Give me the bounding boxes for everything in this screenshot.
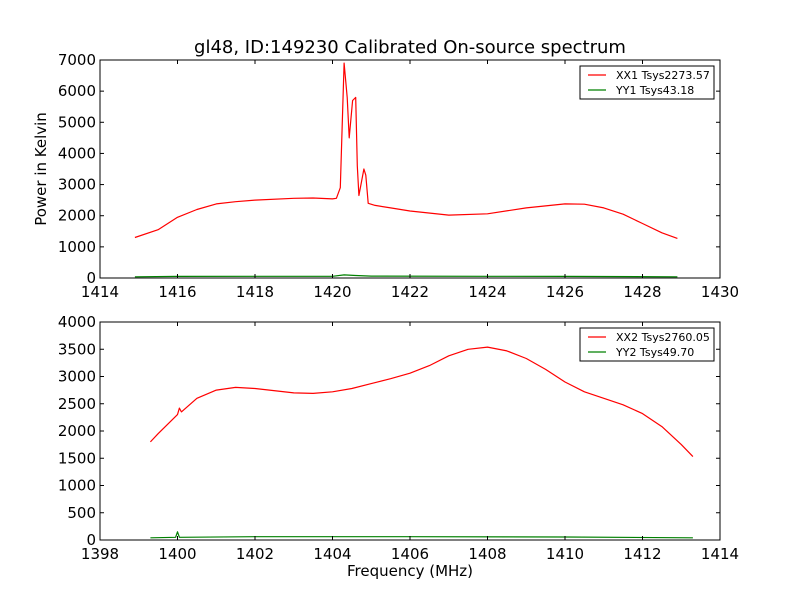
y-tick-label: 3000	[58, 368, 96, 386]
x-tick-label: 1400	[158, 545, 196, 563]
x-tick-label: 1420	[313, 283, 351, 301]
y-tick-label: 6000	[58, 82, 96, 100]
subplot-2: 1398 1400 1402 1404 1406 1408 1410 1412 1414 0 500…	[58, 313, 739, 580]
x-tick-label: 1416	[158, 283, 196, 301]
y-tick-label: 3500	[58, 340, 96, 358]
x-tick-label: 1414	[81, 283, 119, 301]
series-line-xx1	[134, 62, 678, 239]
y-tick-label: 2000	[58, 207, 96, 225]
x-tick-label: 1430	[701, 283, 739, 301]
x-tick-label: 1412	[623, 545, 661, 563]
legend: XX1 Tsys2273.57 YY1 Tsys43.18	[579, 65, 715, 100]
x-tick-label: 1426	[546, 283, 584, 301]
y-axis-label: Power in Kelvin	[32, 112, 50, 226]
x-tick-label: 1404	[313, 545, 351, 563]
legend-label: XX1 Tsys2273.57	[616, 69, 710, 82]
x-tick-label: 1414	[701, 545, 739, 563]
series-line-yy2	[150, 531, 693, 539]
y-tick-label: 1000	[58, 238, 96, 256]
y-tick-label: 500	[67, 504, 96, 522]
legend-box	[579, 65, 715, 100]
y-tick-label: 4000	[58, 313, 96, 331]
y-tick-label: 2500	[58, 395, 96, 413]
legend-label: YY2 Tsys49.70	[615, 346, 694, 359]
y-tick-label: 7000	[58, 51, 96, 69]
y-tick-label: 0	[86, 269, 96, 287]
y-tick-label: 0	[86, 531, 96, 549]
x-tick-label: 1398	[81, 545, 119, 563]
y-tick-label: 1500	[58, 449, 96, 467]
series-line-yy1	[134, 274, 678, 278]
x-tick-label: 1406	[391, 545, 429, 563]
x-tick-label: 1410	[546, 545, 584, 563]
x-tick-label: 1422	[391, 283, 429, 301]
legend: XX2 Tsys2760.05 YY2 Tsys49.70	[579, 327, 715, 362]
legend-box	[579, 327, 715, 362]
x-tick-label: 1402	[236, 545, 274, 563]
subplot-1: 1414 1416 1418 1420 1422 1424 1426 1428 1430 0 100…	[32, 37, 739, 301]
y-tick-label: 4000	[58, 144, 96, 162]
y-tick-label: 1000	[58, 477, 96, 495]
x-tick-label: 1424	[468, 283, 506, 301]
y-tick-label: 5000	[58, 113, 96, 131]
x-tick-label: 1418	[236, 283, 274, 301]
y-tick-label: 3000	[58, 176, 96, 194]
chart-title: gl48, ID:149230 Calibrated On-source spe…	[194, 37, 626, 58]
series-line-xx2	[149, 346, 694, 458]
legend-label: XX2 Tsys2760.05	[616, 331, 710, 344]
legend-label: YY1 Tsys43.18	[615, 84, 694, 97]
x-tick-label: 1428	[623, 283, 661, 301]
x-tick-label: 1408	[468, 545, 506, 563]
x-axis-label: Frequency (MHz)	[347, 562, 473, 580]
y-tick-label: 2000	[58, 422, 96, 440]
